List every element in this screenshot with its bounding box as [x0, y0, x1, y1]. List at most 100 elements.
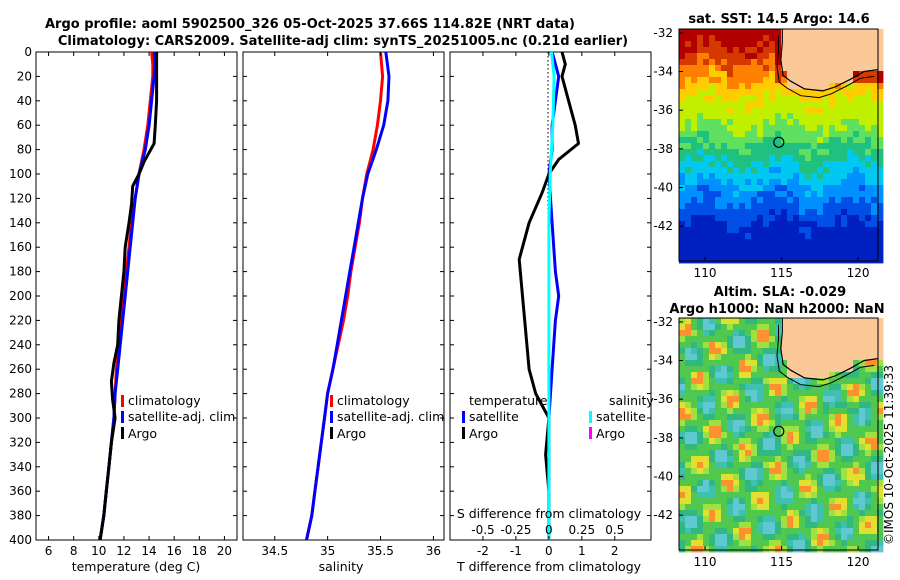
map-cell	[877, 504, 884, 511]
map-cell	[853, 540, 860, 547]
map-cell	[763, 486, 770, 493]
x-tick-label: 6	[45, 544, 53, 558]
map-cell	[709, 474, 716, 481]
map-cell	[871, 378, 878, 385]
map-cell	[697, 480, 704, 487]
map-cell	[685, 119, 692, 126]
map-cell	[709, 167, 716, 174]
map-cell	[763, 408, 770, 415]
map-cell	[715, 336, 722, 343]
map-cell	[853, 432, 860, 439]
map-cell	[811, 528, 818, 535]
map-cell	[715, 113, 722, 120]
map-cell	[877, 432, 884, 439]
map-cell	[769, 534, 776, 541]
map-cell	[865, 233, 872, 240]
map-cell	[775, 161, 782, 168]
map-cell	[799, 209, 806, 216]
map-cell	[829, 257, 836, 264]
map-cell	[835, 342, 842, 349]
map-cell	[727, 251, 734, 258]
map-cell	[709, 534, 716, 541]
map-cell	[763, 209, 770, 216]
map-cell	[697, 444, 704, 451]
map-cell	[709, 95, 716, 102]
map-cell	[715, 342, 722, 349]
map-cell	[805, 59, 812, 66]
map-cell	[841, 432, 848, 439]
map-cell	[853, 522, 860, 529]
map-cell	[799, 372, 806, 379]
map-cell	[715, 510, 722, 517]
map-cell	[733, 47, 740, 54]
map-cell	[865, 384, 872, 391]
map-cell	[817, 179, 824, 186]
map-cell	[739, 540, 746, 547]
map-cell	[817, 173, 824, 180]
map-cell	[799, 29, 806, 36]
map-cell	[739, 89, 746, 96]
legend-label-argo: Argo	[128, 426, 157, 441]
map-cell	[817, 414, 824, 421]
map-cell	[841, 161, 848, 168]
map-cell	[859, 209, 866, 216]
map-cell	[835, 101, 842, 108]
map-cell	[829, 408, 836, 415]
map-cell	[877, 414, 884, 421]
map-cell	[709, 251, 716, 258]
map-cell	[739, 402, 746, 409]
map-cell	[679, 125, 686, 132]
map-cell	[727, 504, 734, 511]
map-cell	[841, 101, 848, 108]
map-cell	[745, 378, 752, 385]
map-cell	[781, 245, 788, 252]
map-cell	[697, 149, 704, 156]
map-cell	[697, 408, 704, 415]
map-cell	[835, 83, 842, 90]
map-cell	[739, 336, 746, 343]
map-cell	[703, 83, 710, 90]
map-cell	[799, 113, 806, 120]
map-cell	[763, 390, 770, 397]
map-cell	[721, 360, 728, 367]
map-cell	[799, 95, 806, 102]
map-cell	[739, 348, 746, 355]
map-cell	[793, 131, 800, 138]
map-cell	[691, 468, 698, 475]
map-cell	[829, 113, 836, 120]
map-cell	[799, 408, 806, 415]
map-cell	[757, 360, 764, 367]
map-cell	[859, 107, 866, 114]
difference-series	[517, 51, 580, 540]
map-cell	[781, 366, 788, 373]
map-cell	[829, 396, 836, 403]
map-cell	[757, 29, 764, 36]
map-cell	[769, 137, 776, 144]
map-cell	[805, 65, 812, 72]
y-tick-label: 340	[9, 460, 32, 474]
map-cell	[871, 372, 878, 379]
map-cell	[751, 498, 758, 505]
map-cell	[793, 161, 800, 168]
map-cell	[709, 83, 716, 90]
map-cell	[829, 119, 836, 126]
map-cell	[757, 372, 764, 379]
map-cell	[805, 119, 812, 126]
map-cell	[787, 420, 794, 427]
map-cell	[805, 221, 812, 228]
map-cell	[709, 420, 716, 427]
map-cell	[817, 342, 824, 349]
map-cell	[871, 546, 878, 553]
map-cell	[841, 47, 848, 54]
map-cell	[847, 179, 854, 186]
map-cell	[811, 342, 818, 349]
map-cell	[703, 203, 710, 210]
map-cell	[739, 384, 746, 391]
map-cell	[691, 107, 698, 114]
map-cell	[799, 179, 806, 186]
map-cell	[871, 360, 878, 367]
sst-map-ticks: 110 115 120-32-34-36-38-40-42	[653, 26, 879, 280]
map-cell	[757, 209, 764, 216]
map-cell	[679, 251, 686, 258]
map-cell	[769, 510, 776, 517]
